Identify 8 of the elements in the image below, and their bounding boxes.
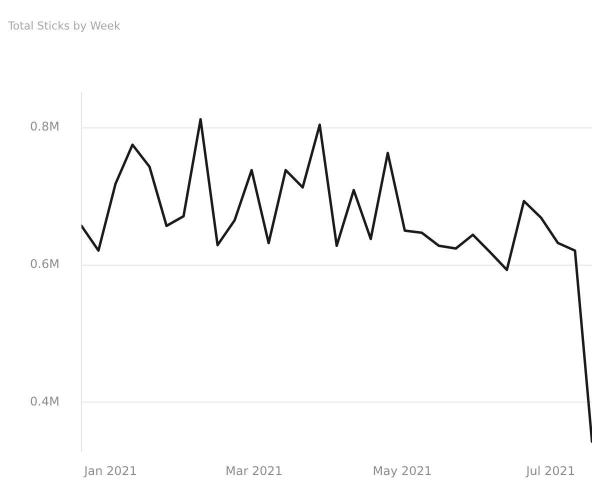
y-tick-label: 0.6M	[30, 257, 60, 272]
y-tick-label: 0.4M	[30, 394, 60, 409]
x-tick-label: Jul 2021	[525, 464, 576, 478]
x-tick-label: Jan 2021	[83, 464, 138, 478]
chart-title: Total Sticks by Week	[7, 19, 121, 32]
y-tick-label: 0.8M	[30, 120, 60, 134]
x-tick-label: Mar 2021	[226, 464, 283, 478]
x-tick-label: May 2021	[372, 464, 432, 478]
